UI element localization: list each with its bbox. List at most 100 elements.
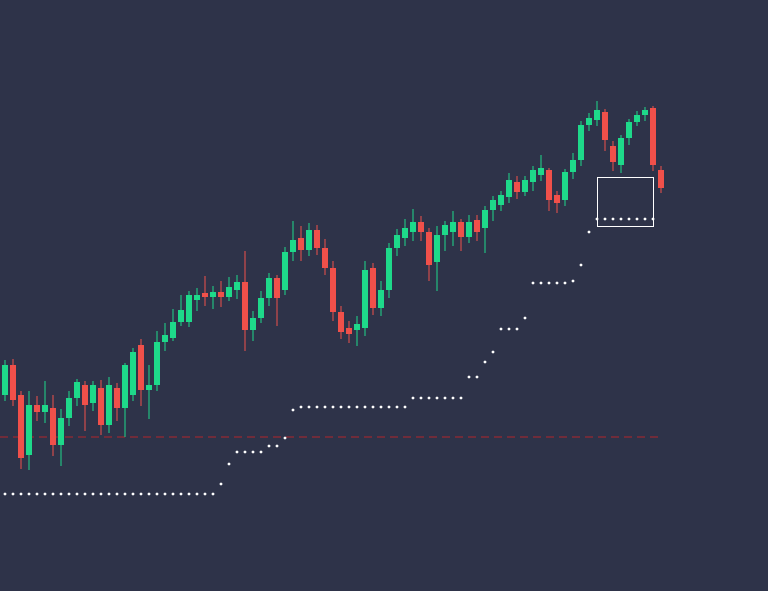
stop-dot	[467, 375, 471, 379]
stop-dot	[99, 492, 103, 496]
stop-dot	[371, 405, 375, 409]
stop-dot	[163, 492, 167, 496]
candle-body	[154, 342, 160, 385]
candle-body	[90, 385, 96, 403]
candle-body	[74, 382, 80, 398]
candle-body	[314, 230, 320, 248]
stop-dot	[67, 492, 71, 496]
stop-dot	[547, 281, 551, 285]
candle-body	[146, 385, 152, 390]
candle-body	[466, 222, 472, 237]
candle-body	[266, 278, 272, 298]
stop-dot	[307, 405, 311, 409]
candle-body	[42, 405, 48, 412]
stop-dot	[579, 263, 583, 267]
candle-body	[506, 180, 512, 197]
candle-body	[578, 125, 584, 160]
stop-dot	[411, 396, 415, 400]
stop-dot	[139, 492, 143, 496]
candle-body	[258, 298, 264, 318]
candle-body	[130, 352, 136, 395]
candle-body	[570, 160, 576, 172]
stop-dot	[315, 405, 319, 409]
candle-body	[442, 225, 448, 235]
candle-body	[426, 232, 432, 265]
stop-dot	[483, 360, 487, 364]
stop-dot	[355, 405, 359, 409]
candle-body	[66, 398, 72, 418]
candle-body	[282, 252, 288, 290]
candle-body	[114, 388, 120, 408]
candle-body	[226, 287, 232, 297]
candle-body	[514, 182, 520, 192]
candle-body	[482, 210, 488, 228]
stop-dot	[243, 450, 247, 454]
candle-body	[490, 200, 496, 210]
candle-body	[354, 324, 360, 330]
stop-dot	[491, 350, 495, 354]
candle-body	[618, 138, 624, 165]
stop-dot	[11, 492, 15, 496]
stop-dot	[347, 405, 351, 409]
stop-dot	[283, 436, 287, 440]
candle-body	[418, 222, 424, 232]
candle-body	[402, 228, 408, 238]
candle-body	[34, 405, 40, 412]
candle-body	[242, 282, 248, 330]
candle-body	[394, 235, 400, 248]
stop-dot	[643, 217, 647, 221]
stop-dot	[267, 444, 271, 448]
stop-dot	[563, 281, 567, 285]
stop-dot	[523, 316, 527, 320]
candle-body	[178, 310, 184, 322]
candle-body	[386, 248, 392, 290]
candle-body	[26, 405, 32, 455]
candle-body	[546, 170, 552, 200]
stop-dot	[603, 217, 607, 221]
stop-dot	[171, 492, 175, 496]
candle-body	[410, 222, 416, 232]
candle-body	[186, 295, 192, 322]
candle-body	[106, 385, 112, 425]
candle-body	[562, 172, 568, 200]
candle-body	[234, 282, 240, 290]
stop-dot	[635, 217, 639, 221]
candle-body	[458, 222, 464, 237]
candle-body	[370, 268, 376, 308]
stop-dot	[35, 492, 39, 496]
candle-body	[50, 408, 56, 445]
candle-body	[58, 418, 64, 445]
candle-body	[586, 118, 592, 125]
stop-dot	[3, 492, 7, 496]
candle-body	[290, 240, 296, 252]
stop-dot	[363, 405, 367, 409]
stop-dot	[235, 450, 239, 454]
candle-body	[210, 292, 216, 297]
candle-body	[82, 385, 88, 405]
stop-dot	[187, 492, 191, 496]
stop-dot	[395, 405, 399, 409]
stop-dot	[275, 444, 279, 448]
candle-body	[322, 248, 328, 268]
stop-dot	[539, 281, 543, 285]
stop-dot	[91, 492, 95, 496]
stop-dot	[291, 408, 295, 412]
stop-dot	[459, 396, 463, 400]
candle-body	[98, 388, 104, 425]
candle-body	[162, 335, 168, 342]
candle-body	[498, 195, 504, 205]
candle-body	[330, 268, 336, 312]
stop-dot	[299, 405, 303, 409]
candle-body	[250, 318, 256, 330]
stop-dot	[251, 450, 255, 454]
stop-dot	[27, 492, 31, 496]
stop-dot	[75, 492, 79, 496]
stop-dot	[259, 450, 263, 454]
stop-dot	[627, 217, 631, 221]
candle-body	[18, 395, 24, 458]
stop-dot	[43, 492, 47, 496]
candle-body	[538, 168, 544, 175]
candle-body	[298, 238, 304, 250]
